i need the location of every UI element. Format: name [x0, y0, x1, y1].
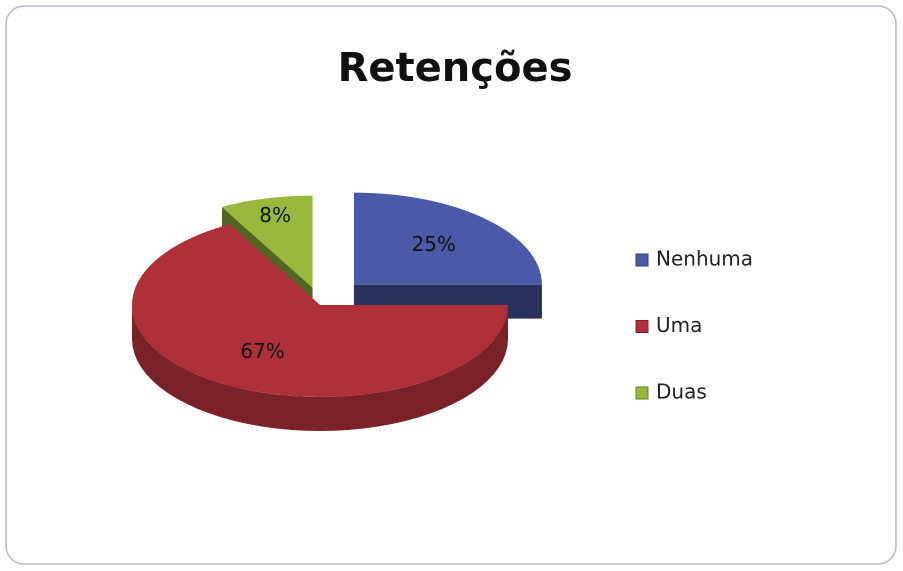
slice-top	[353, 192, 542, 285]
slice: 67%	[131, 224, 508, 431]
legend-marker	[635, 386, 649, 400]
legend-label: Uma	[656, 313, 702, 337]
legend-label: Nenhuma	[656, 247, 753, 271]
slice-side	[132, 305, 508, 431]
slice-top	[221, 195, 313, 288]
data-label: 67%	[240, 339, 284, 363]
legend-label: Duas	[656, 380, 707, 404]
legend-marker	[635, 253, 649, 267]
data-label: 8%	[259, 203, 291, 227]
slice-top	[131, 224, 508, 398]
legend-marker	[635, 320, 649, 333]
chart-title: Retenções	[338, 45, 573, 91]
data-label: 25%	[411, 232, 455, 256]
